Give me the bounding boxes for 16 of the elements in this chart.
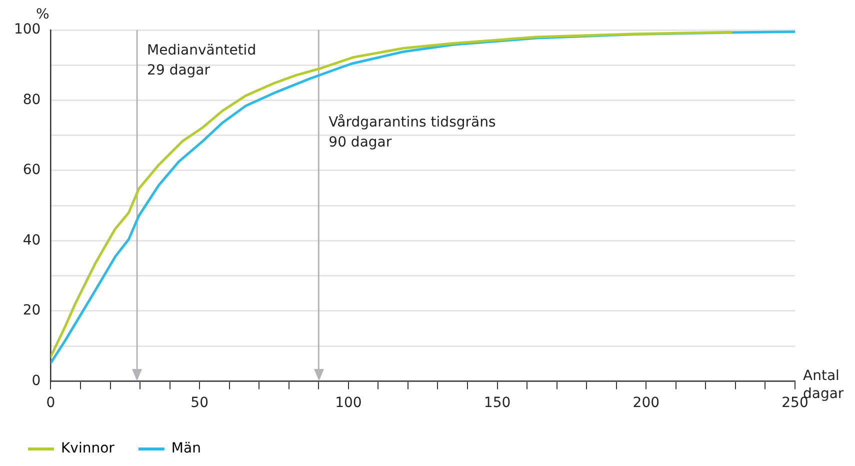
y-axis-title: % <box>36 6 50 23</box>
ref-line-label: Medianväntetid 29 dagar <box>147 42 256 79</box>
y-tick-label: 80 <box>22 92 41 108</box>
y-tick-label: 100 <box>14 22 41 38</box>
y-tick-label: 20 <box>22 302 41 319</box>
y-tick-label: 60 <box>22 162 41 178</box>
x-tick-label: 0 <box>46 395 56 412</box>
legend-label: Män <box>171 440 201 457</box>
y-tick-label: 0 <box>32 372 41 389</box>
x-tick-label: 200 <box>632 395 660 412</box>
legend-label: Kvinnor <box>61 440 115 457</box>
x-tick-label: 50 <box>190 395 208 412</box>
ref-line-label: Vårdgarantins tidsgräns 90 dagar <box>328 114 496 151</box>
x-tick-label: 100 <box>335 395 362 412</box>
x-tick-label: 150 <box>484 395 511 412</box>
y-tick-label: 40 <box>22 232 41 248</box>
